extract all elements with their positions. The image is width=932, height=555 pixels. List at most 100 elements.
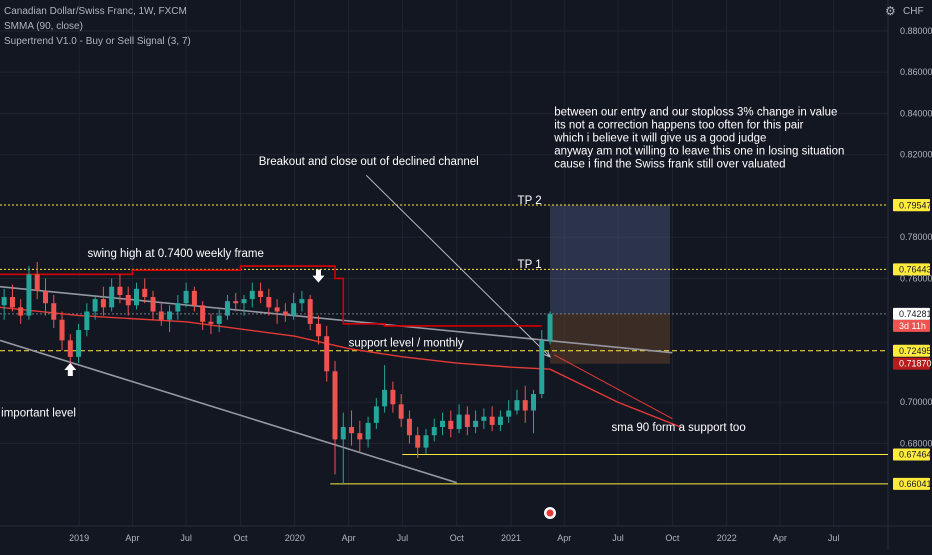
candle-body — [522, 400, 528, 411]
candle-body — [84, 311, 90, 331]
note-line: between our entry and our stoploss 3% ch… — [554, 107, 837, 119]
candle-body — [67, 340, 73, 357]
price-badge-label: 0.66041 — [899, 479, 932, 489]
profit-zone — [550, 205, 670, 314]
annotation-text: important level — [1, 408, 76, 420]
candle-body — [489, 416, 495, 425]
candle-body — [324, 336, 330, 372]
y-tick-label: 0.88000 — [900, 26, 932, 36]
price-badge — [893, 344, 930, 357]
currency-label[interactable]: CHF — [903, 6, 924, 17]
price-badge — [893, 199, 930, 212]
candle-body — [282, 311, 288, 316]
candle-body — [539, 340, 545, 394]
candle-body — [117, 286, 123, 295]
legend-supertrend[interactable]: Supertrend V1.0 - Buy or Sell Signal (3,… — [4, 36, 191, 47]
tv-logo-icon-dot — [546, 509, 554, 517]
x-tick-label: Oct — [450, 533, 465, 543]
candle-body — [51, 303, 57, 320]
y-tick-label: 0.68000 — [900, 438, 932, 448]
candle-body — [431, 426, 437, 436]
price-badge-label: 0.67464 — [899, 450, 932, 460]
candle-body — [464, 414, 470, 427]
x-tick-label: Jul — [180, 533, 192, 543]
candle-body — [200, 305, 206, 322]
supertrend-line — [0, 265, 542, 327]
x-tick-label: Apr — [342, 533, 356, 543]
candle-body — [274, 307, 280, 312]
note-line: anyway am not willing to leave this one … — [554, 146, 844, 158]
candle-body — [349, 426, 355, 434]
x-tick-label: Jul — [828, 533, 840, 543]
candle-body — [365, 422, 371, 440]
candle-body — [191, 290, 197, 306]
candle-body — [357, 433, 363, 440]
x-tick-label: Apr — [773, 533, 787, 543]
candle-body — [158, 311, 164, 320]
x-tick-label: 2020 — [285, 533, 305, 543]
candle-body — [514, 400, 520, 411]
candle-body — [299, 299, 305, 304]
price-badge — [893, 448, 930, 461]
candle-body — [415, 435, 421, 448]
candle-body — [497, 416, 503, 425]
price-badge-label: 0.72495 — [899, 346, 932, 356]
candle-body — [125, 294, 131, 306]
candle-body — [233, 301, 239, 304]
note-line: which i believe it will give us a good j… — [553, 133, 766, 145]
x-tick-label: Jul — [397, 533, 409, 543]
sma-support-arrow-line — [553, 354, 673, 420]
y-tick-label: 0.78000 — [900, 232, 932, 242]
candle-body — [133, 288, 139, 306]
candle-body — [100, 299, 106, 308]
x-tick-label: Apr — [125, 533, 139, 543]
price-badge — [893, 307, 930, 320]
settings-icon[interactable]: ⚙ — [885, 4, 896, 18]
candle-body — [406, 418, 412, 436]
candle-body — [1, 297, 7, 306]
x-tick-label: Oct — [665, 533, 680, 543]
legend-smma[interactable]: SMMA (90, close) — [4, 21, 83, 32]
x-tick-label: Apr — [557, 533, 571, 543]
candle-body — [142, 288, 148, 298]
candle-body — [92, 299, 98, 312]
candle-body — [332, 371, 338, 440]
candle-body — [456, 414, 462, 430]
candle-body — [216, 315, 222, 324]
breakout-arrowhead — [543, 350, 551, 358]
y-tick-label: 0.82000 — [900, 150, 932, 160]
candle-body — [307, 299, 313, 324]
annotation-text: TP 2 — [518, 195, 542, 207]
annotation-text: support level / monthly — [349, 338, 464, 350]
smma-line — [0, 306, 681, 428]
price-badge — [893, 477, 930, 490]
legend-symbol[interactable]: Canadian Dollar/Swiss Franc, 1W, FXCM — [4, 6, 187, 17]
price-badge — [893, 357, 930, 370]
price-badge-label: 0.76443 — [899, 264, 932, 274]
candle-body — [150, 297, 156, 312]
candle-body — [382, 389, 388, 407]
lower-channel-line — [0, 339, 457, 484]
candle-body — [547, 313, 553, 341]
candle-body — [42, 290, 48, 304]
candle-body — [390, 389, 396, 405]
annotation-text: sma 90 form a support too — [611, 422, 745, 434]
candle-body — [241, 299, 247, 304]
candle-body — [34, 274, 40, 291]
candle-body — [373, 406, 379, 423]
chart-legend: Canadian Dollar/Swiss Franc, 1W, FXCM SM… — [4, 4, 191, 49]
candle-body — [481, 416, 487, 421]
y-tick-label: 0.70000 — [900, 397, 932, 407]
y-tick-label: 0.76000 — [900, 273, 932, 283]
countdown-label: 3d 11h — [899, 321, 926, 331]
x-tick-label: 2021 — [501, 533, 521, 543]
stop-zone — [550, 313, 670, 364]
candle-body — [109, 286, 115, 308]
countdown-badge — [893, 319, 930, 332]
candle-body — [183, 290, 189, 304]
candle-body — [175, 303, 181, 312]
candle-body — [167, 311, 173, 320]
note-line: cause i find the Swiss frank still over … — [554, 159, 785, 171]
